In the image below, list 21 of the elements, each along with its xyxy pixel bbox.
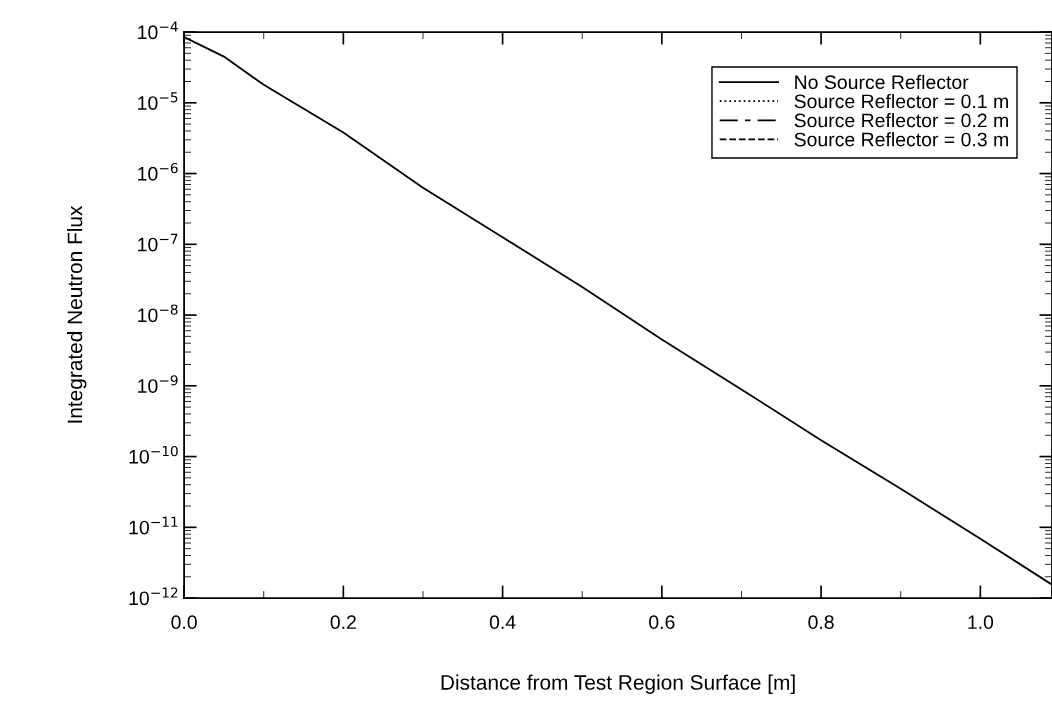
x-tick-label: 0.8 bbox=[808, 615, 834, 630]
y-tick-label: 10$^{−4}$ bbox=[138, 21, 178, 40]
y-tick-label: 10$^{−8}$ bbox=[138, 304, 178, 323]
x-tick-label: 0.6 bbox=[649, 615, 675, 630]
y-tick-label: 10$^{−9}$ bbox=[138, 375, 178, 393]
legend-label: Source Reflector = 0.3 m bbox=[794, 132, 1008, 147]
y-tick-label: 10$^{−6}$ bbox=[138, 162, 178, 181]
x-tick-label: 1.0 bbox=[968, 615, 994, 630]
x-tick-label: 0.4 bbox=[489, 615, 516, 630]
x-tick-label: 0.0 bbox=[171, 615, 197, 630]
x-axis-title: Distance from Test Region Surface [m] bbox=[441, 674, 795, 694]
legend-label: Source Reflector = 0.1 m bbox=[794, 93, 1008, 109]
y-tick-label: 10$^{−7}$ bbox=[138, 233, 178, 252]
legend-label: No Source Reflector bbox=[795, 74, 969, 90]
y-tick-label: 10$^{−11}$ bbox=[129, 516, 178, 535]
y-tick-label: 10$^{−5}$ bbox=[138, 92, 178, 110]
x-tick-label: 0.2 bbox=[330, 615, 356, 630]
legend-label: Source Reflector = 0.2 m bbox=[794, 113, 1008, 128]
y-tick-label: 10$^{−10}$ bbox=[129, 445, 178, 464]
y-axis-title: Integrated Neutron Flux bbox=[67, 205, 87, 423]
y-tick-label: 10$^{−12}$ bbox=[129, 587, 178, 606]
